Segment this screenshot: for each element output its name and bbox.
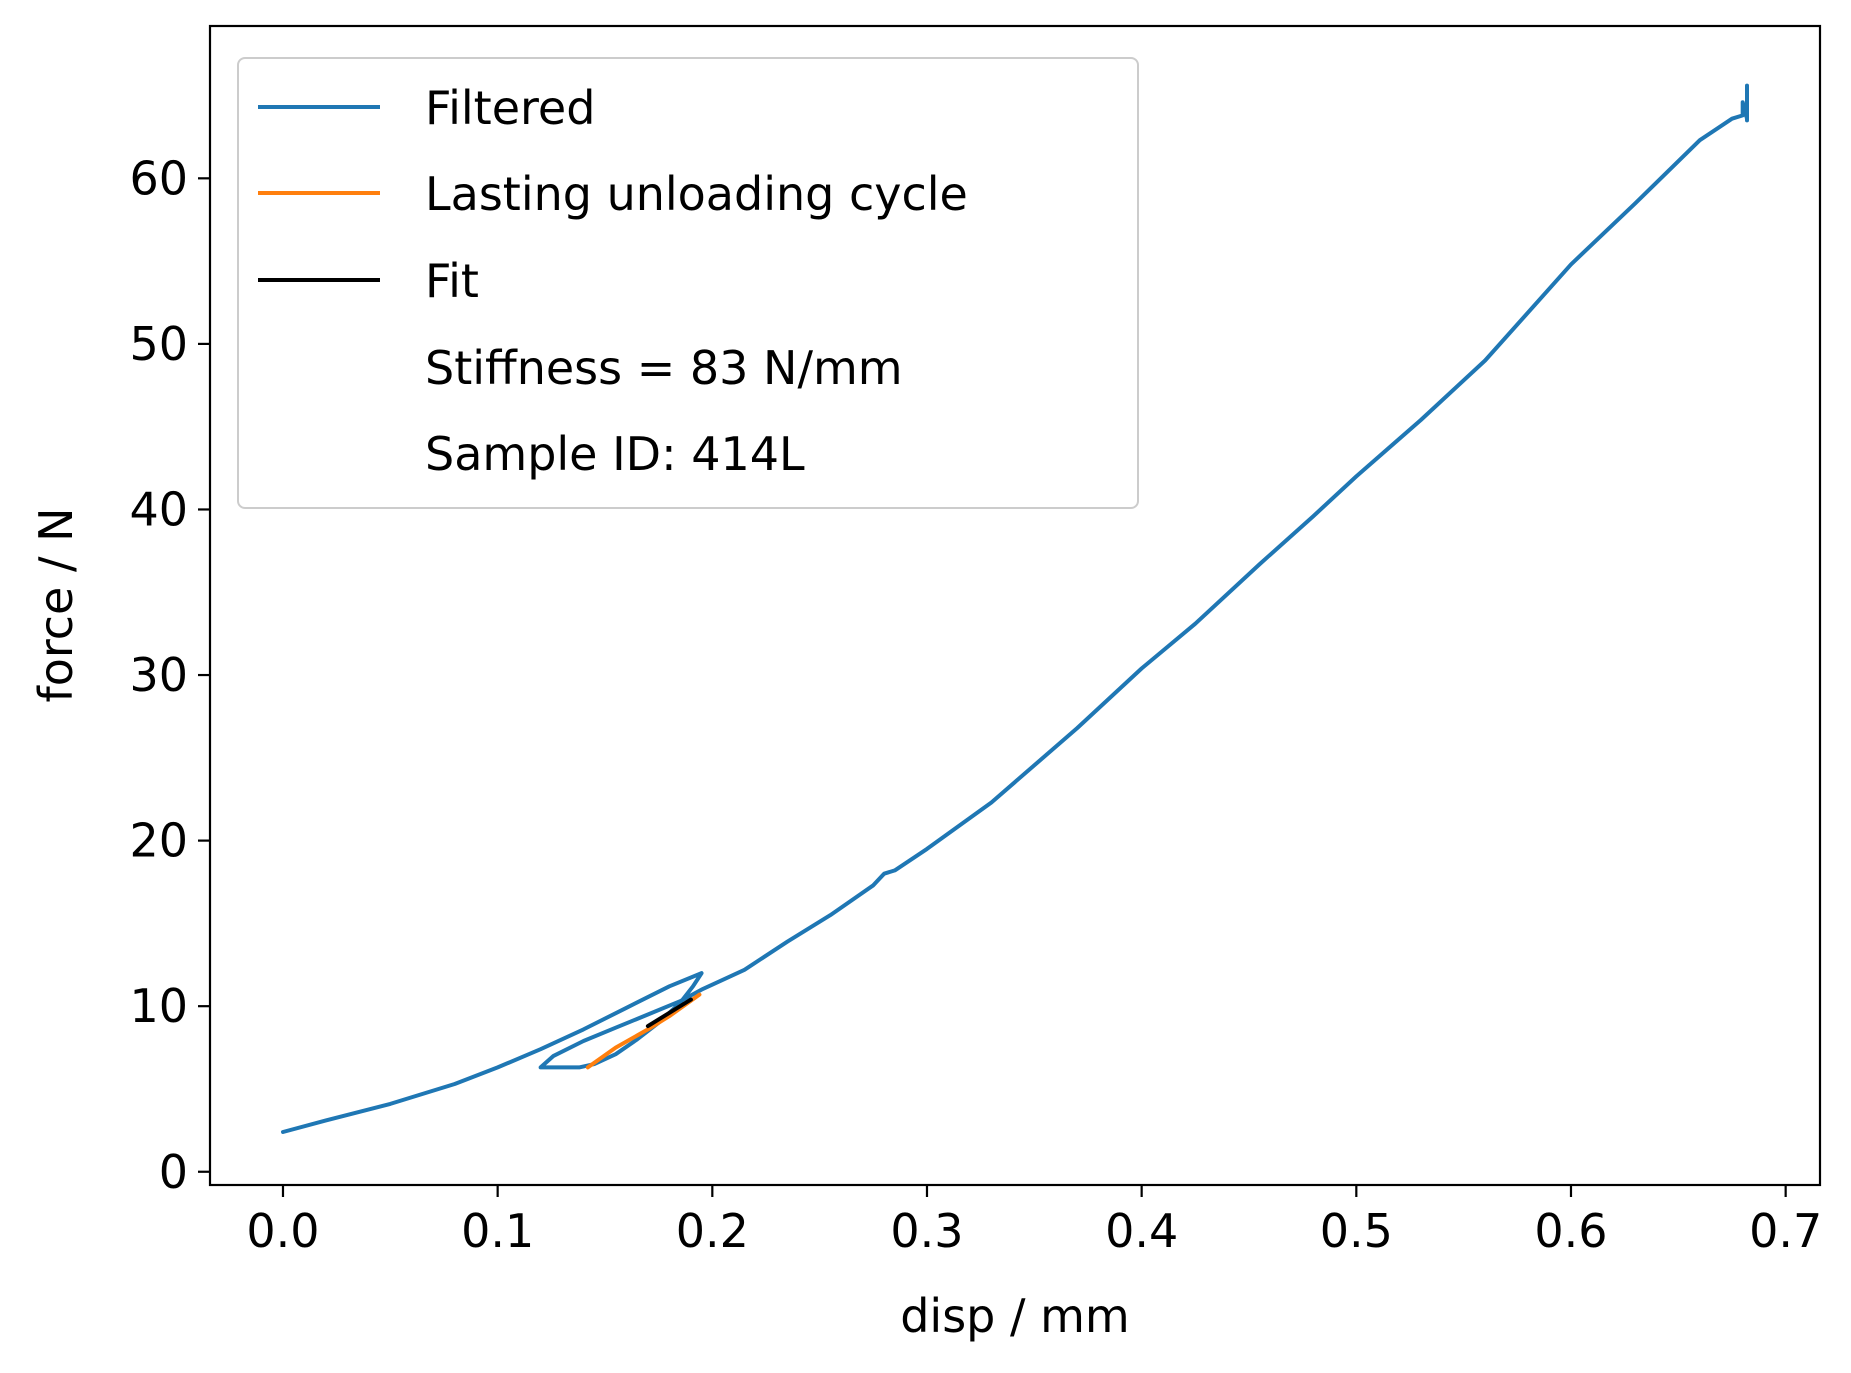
x-tick-label: 0.3 — [890, 1204, 963, 1258]
y-tick-label: 30 — [129, 648, 188, 702]
y-axis-label: force / N — [29, 508, 83, 703]
legend-box — [237, 57, 1139, 509]
legend-label-unloading: Lasting unloading cycle — [425, 167, 968, 221]
x-tick-label: 0.6 — [1534, 1204, 1607, 1258]
legend: Filtered Lasting unloading cycle Fit Sti… — [237, 57, 1139, 509]
series-line-fit — [645, 997, 693, 1029]
x-tick-label: 0.4 — [1105, 1204, 1178, 1258]
x-axis-ticks: 0.0 0.1 0.2 0.3 0.4 0.5 0.6 0.7 — [246, 1185, 1822, 1258]
series-line-filtered — [281, 83, 1749, 1134]
y-tick-label: 60 — [129, 151, 188, 205]
series-layer — [281, 83, 1749, 1134]
x-tick-label: 0.1 — [461, 1204, 534, 1258]
legend-label-filtered: Filtered — [425, 81, 595, 135]
y-tick-label: 40 — [129, 482, 188, 536]
x-tick-label: 0.7 — [1749, 1204, 1822, 1258]
legend-sample-id-text: Sample ID: 414L — [425, 427, 805, 481]
legend-stiffness-text: Stiffness = 83 N/mm — [425, 341, 903, 395]
legend-label-fit: Fit — [425, 254, 479, 308]
y-tick-label: 10 — [129, 979, 188, 1033]
y-tick-label: 50 — [129, 317, 188, 371]
y-tick-label: 20 — [129, 814, 188, 868]
x-tick-label: 0.0 — [246, 1204, 319, 1258]
x-axis-label: disp / mm — [900, 1289, 1130, 1343]
x-tick-label: 0.2 — [676, 1204, 749, 1258]
x-tick-label: 0.5 — [1320, 1204, 1393, 1258]
y-tick-label: 0 — [159, 1145, 188, 1199]
y-axis-ticks: 0 10 20 30 40 50 60 — [129, 151, 210, 1199]
